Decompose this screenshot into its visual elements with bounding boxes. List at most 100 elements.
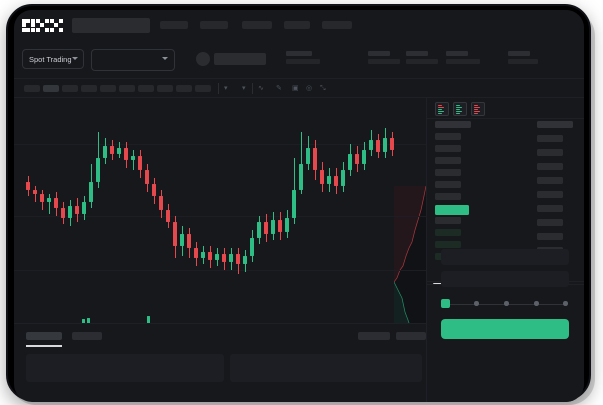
slider-stop-75[interactable] (534, 301, 539, 306)
candle-body (117, 148, 121, 154)
bottom-panel-1[interactable] (26, 354, 224, 382)
candle-wick (34, 186, 36, 202)
candle-body (376, 140, 380, 152)
orderbook-row[interactable] (435, 133, 461, 140)
candle (383, 98, 387, 372)
slider-stop-25[interactable] (474, 301, 479, 306)
timeframe-button-5[interactable] (100, 85, 116, 92)
orderbook-row[interactable] (435, 217, 461, 224)
candle-body (250, 238, 254, 256)
okx-logo-cell (40, 23, 45, 28)
candle (341, 98, 345, 372)
orderbook-both-icon[interactable] (435, 102, 449, 116)
pencil-icon[interactable]: ✎ (276, 85, 282, 92)
bottom-action-2[interactable] (396, 332, 426, 340)
candle (236, 98, 240, 372)
line-tool-icon[interactable]: ∿ (258, 85, 264, 92)
orderbook-row[interactable] (435, 193, 461, 200)
orderbook-header (427, 98, 584, 119)
nav-search-input[interactable] (72, 18, 150, 33)
bottom-tab-2[interactable] (72, 332, 102, 340)
orderbook-row[interactable] (435, 145, 461, 152)
candle-body (138, 156, 142, 170)
orderbook-row[interactable] (537, 219, 563, 226)
indicator-dropdown-icon[interactable]: ▾ (224, 85, 228, 92)
mode-selector-spot-trading[interactable]: Spot Trading (22, 49, 84, 69)
pair-selector[interactable] (91, 49, 175, 71)
candle-body (110, 146, 114, 154)
orderbook-row[interactable] (537, 205, 563, 212)
okx-logo[interactable] (22, 19, 63, 32)
candle-body (75, 206, 79, 214)
orderbook-row[interactable] (537, 191, 563, 198)
candle (355, 98, 359, 372)
camera-icon[interactable]: ▣ (292, 85, 299, 92)
toolbar-divider-1 (218, 83, 219, 94)
timeframe-button-8[interactable] (157, 85, 173, 92)
nav-item-5[interactable] (322, 21, 352, 29)
candle (180, 98, 184, 372)
timeframe-button-6[interactable] (119, 85, 135, 92)
orderbook-row[interactable] (435, 229, 461, 236)
settings-icon[interactable]: ◎ (306, 85, 313, 92)
fullscreen-icon[interactable]: ⤡ (320, 85, 326, 92)
orderbook-row[interactable] (537, 233, 563, 240)
chart-type-icon[interactable]: ▾ (242, 85, 246, 92)
timeframe-button-10[interactable] (195, 85, 211, 92)
okx-logo-cell (26, 27, 31, 32)
nav-item-3[interactable] (242, 21, 272, 29)
timeframe-button-2[interactable] (43, 85, 59, 92)
candle-body (313, 148, 317, 170)
orderbook-row[interactable] (435, 205, 469, 215)
timeframe-button-9[interactable] (176, 85, 192, 92)
orderbook-row[interactable] (537, 149, 563, 156)
okx-logo-cell (58, 27, 63, 32)
bottom-tab-1[interactable] (26, 332, 62, 340)
timeframe-button-4[interactable] (81, 85, 97, 92)
slider-stop-100[interactable] (563, 301, 568, 306)
nav-item-1[interactable] (160, 21, 188, 29)
bottom-action-1[interactable] (358, 332, 390, 340)
candle-body (229, 254, 233, 262)
orderbook-row[interactable] (435, 181, 461, 188)
top-navigation-bar (14, 10, 584, 42)
timeframe-button-3[interactable] (62, 85, 78, 92)
orderbook-row[interactable] (435, 157, 461, 164)
pair-name-skeleton (214, 53, 266, 65)
candle (40, 98, 44, 372)
timeframe-button-7[interactable] (138, 85, 154, 92)
candle-body (26, 182, 30, 190)
submit-order-button[interactable] (441, 319, 569, 339)
candle-body (243, 256, 247, 264)
order-field-2[interactable] (441, 271, 569, 287)
bottom-panel-2[interactable] (230, 354, 422, 382)
candle-body (278, 220, 282, 232)
amount-slider[interactable] (441, 299, 569, 309)
okx-logo-cell (22, 27, 26, 32)
chart-toolbar: ▾ ▾ ∿ ✎ ▣ ◎ ⤡ (14, 79, 584, 98)
orderbook-row[interactable] (435, 169, 461, 176)
candle-body (54, 198, 58, 208)
candle-body (264, 222, 268, 234)
candlestick-chart[interactable] (14, 98, 426, 382)
orderbook-row[interactable] (537, 163, 563, 170)
nav-item-4[interactable] (284, 21, 310, 29)
order-field-1[interactable] (441, 249, 569, 265)
orderbook-row[interactable] (537, 177, 563, 184)
candle (26, 98, 30, 372)
orderbook-bids-icon[interactable] (453, 102, 467, 116)
chart-gridline-1 (14, 144, 426, 145)
slider-stop-50[interactable] (504, 301, 509, 306)
orderbook-asks-icon[interactable] (471, 102, 485, 116)
orderbook-row[interactable] (537, 135, 563, 142)
nav-item-2[interactable] (200, 21, 228, 29)
bottom-tabs-bar (14, 323, 426, 382)
orderbook-row[interactable] (435, 121, 471, 128)
candle-body (257, 222, 261, 238)
candle-body (166, 210, 170, 222)
orderbook-row[interactable] (537, 121, 573, 128)
candle (145, 98, 149, 372)
slider-handle[interactable] (441, 299, 450, 308)
orderbook-row[interactable] (435, 241, 461, 248)
timeframe-button-1[interactable] (24, 85, 40, 92)
